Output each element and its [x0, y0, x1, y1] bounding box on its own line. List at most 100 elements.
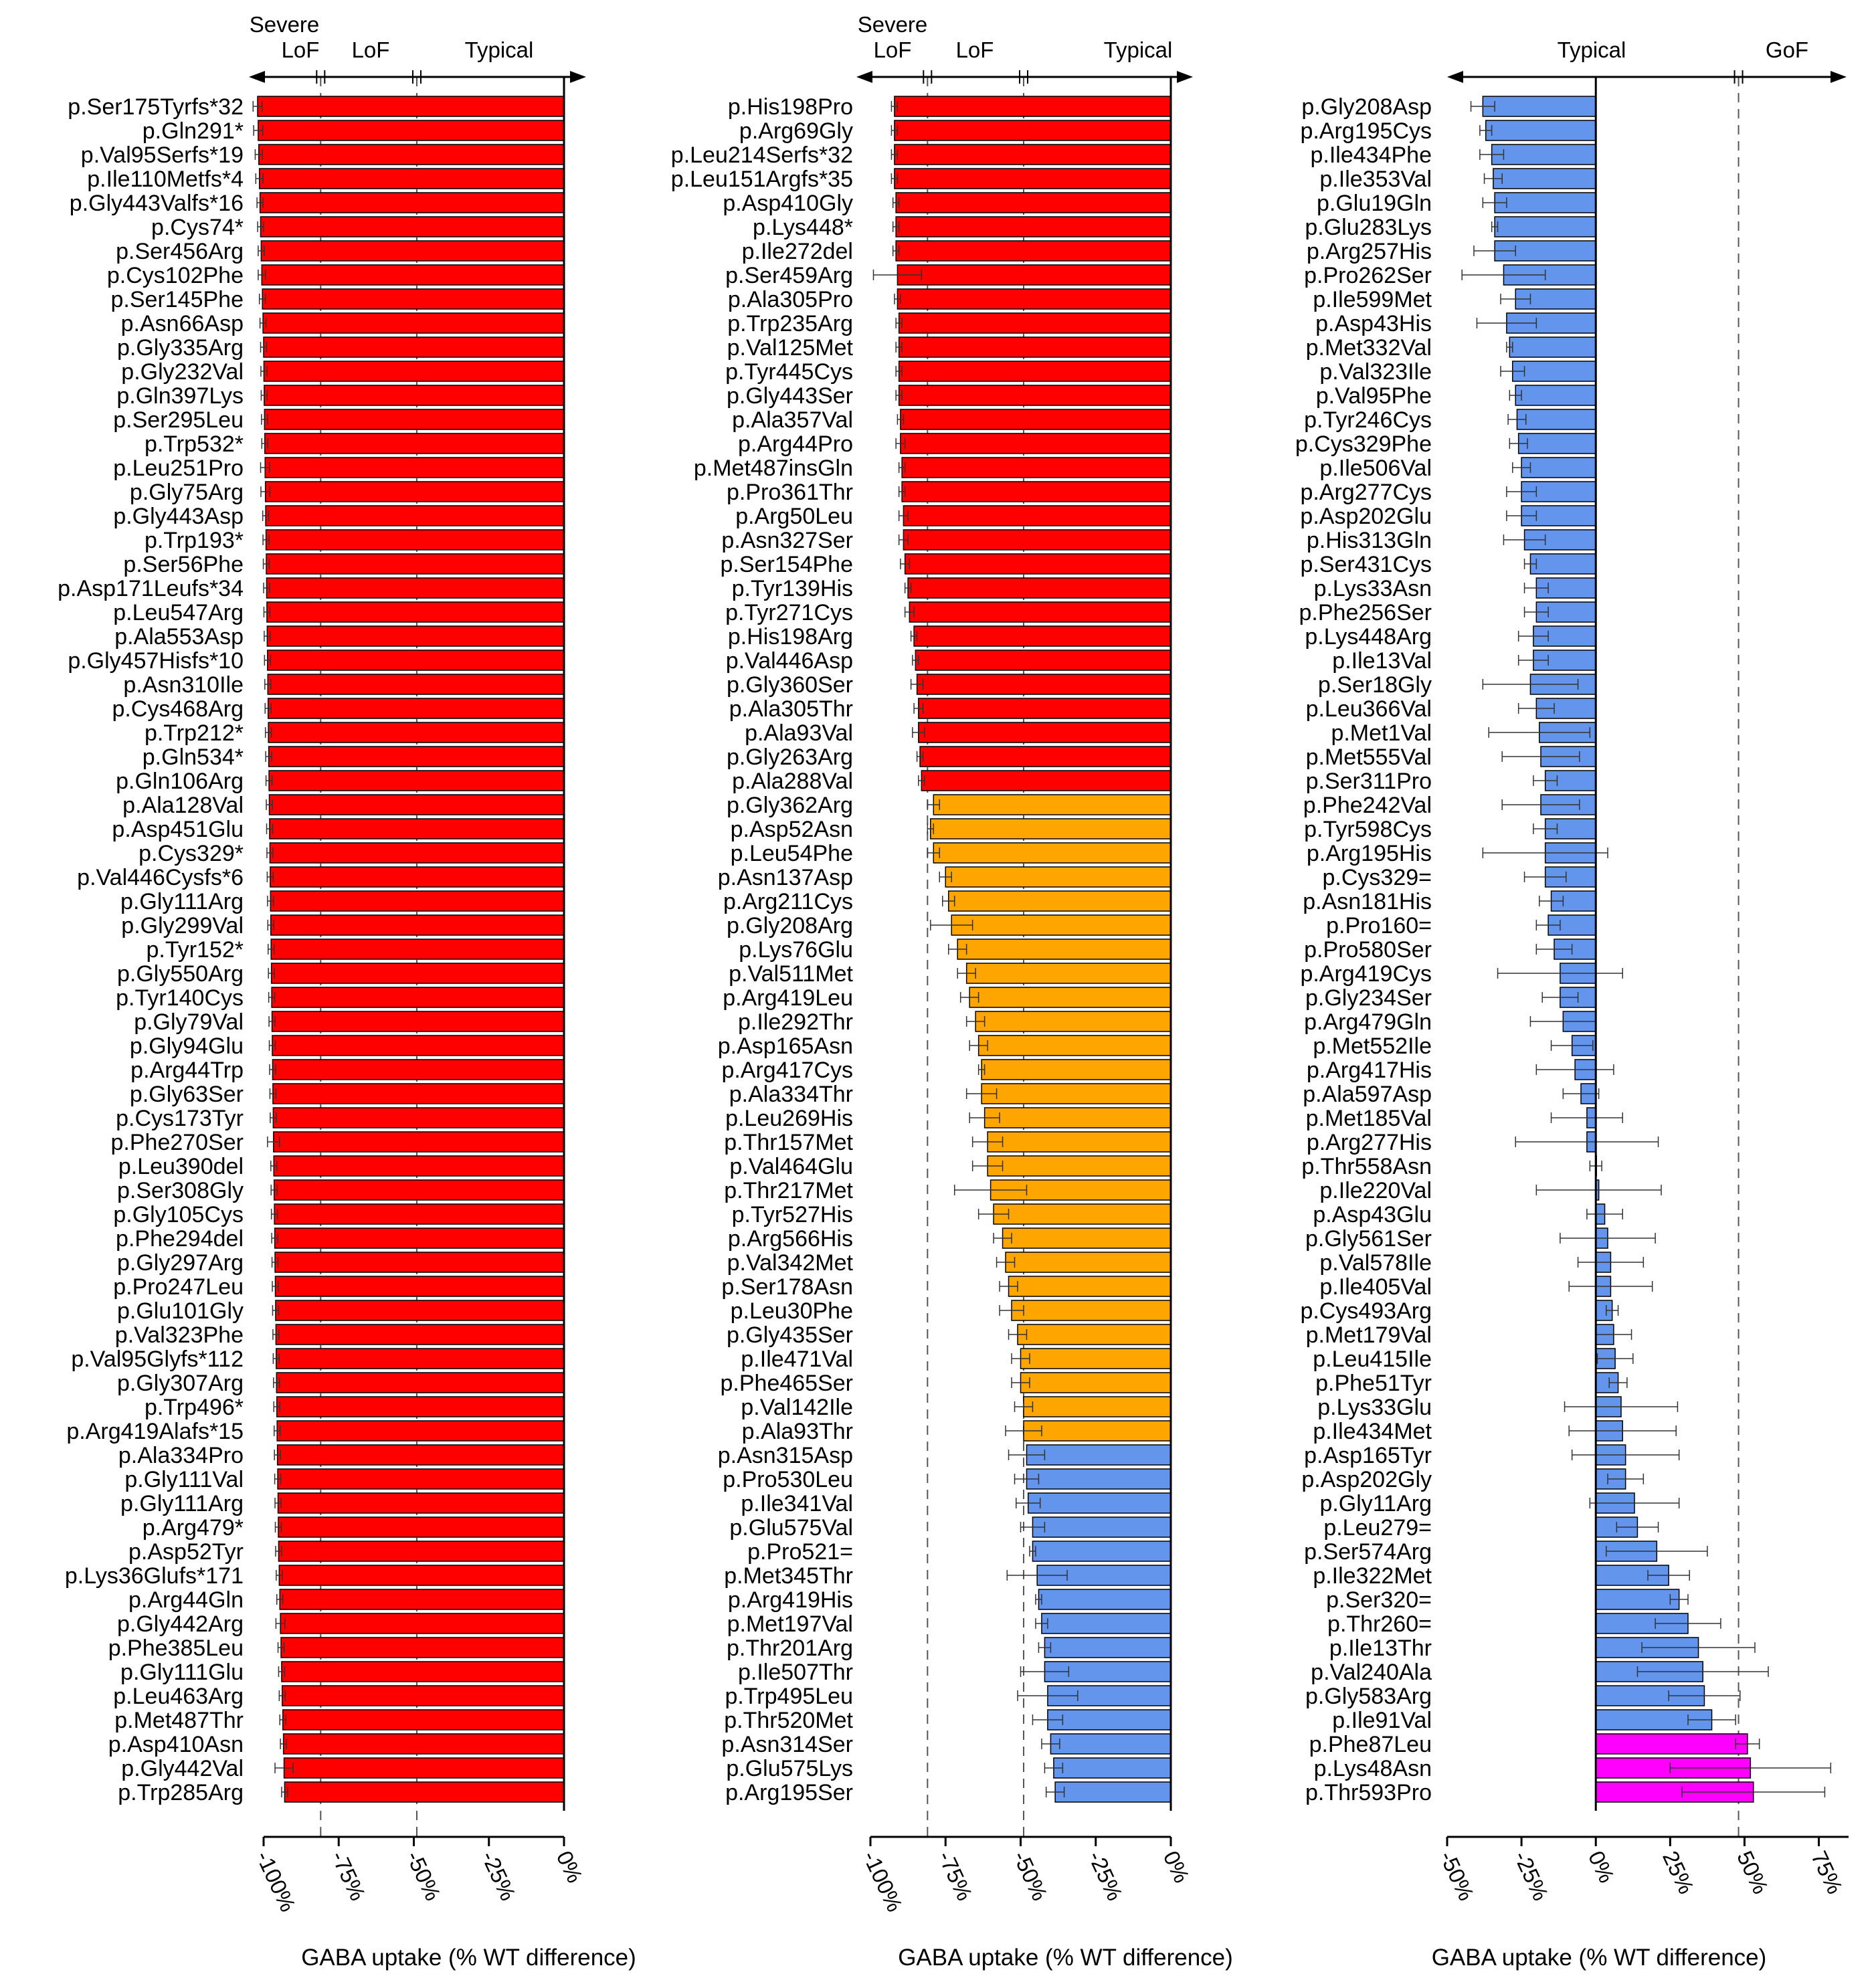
bar[interactable] — [273, 1155, 565, 1177]
bar[interactable] — [270, 963, 565, 984]
bar[interactable] — [901, 481, 1171, 502]
bar[interactable] — [276, 1420, 565, 1442]
bar[interactable] — [987, 1131, 1171, 1153]
bar[interactable] — [268, 722, 565, 743]
bar[interactable] — [1529, 553, 1596, 575]
bar[interactable] — [897, 264, 1171, 286]
bar[interactable] — [262, 288, 565, 310]
bar[interactable] — [272, 1035, 565, 1056]
bar[interactable] — [266, 577, 565, 599]
bar[interactable] — [263, 361, 565, 382]
bar[interactable] — [264, 457, 565, 478]
bar[interactable] — [903, 505, 1171, 526]
bar[interactable] — [1002, 1227, 1171, 1249]
bar[interactable] — [269, 842, 565, 864]
bar[interactable] — [1494, 216, 1596, 237]
bar[interactable] — [977, 1035, 1171, 1056]
bar[interactable] — [904, 553, 1171, 575]
bar[interactable] — [900, 433, 1171, 454]
bar[interactable] — [1516, 409, 1596, 430]
bar[interactable] — [1047, 1709, 1171, 1731]
bar[interactable] — [258, 168, 565, 189]
bar[interactable] — [894, 144, 1171, 165]
bar[interactable] — [263, 336, 565, 358]
bar[interactable] — [993, 1203, 1171, 1225]
bar[interactable] — [266, 625, 565, 647]
bar[interactable] — [274, 1252, 565, 1273]
bar[interactable] — [1008, 1276, 1171, 1297]
bar[interactable] — [957, 938, 1171, 960]
bar[interactable] — [981, 1083, 1171, 1104]
bar[interactable] — [1053, 1757, 1171, 1779]
bar[interactable] — [1026, 1444, 1171, 1466]
bar[interactable] — [894, 96, 1171, 117]
bar[interactable] — [897, 288, 1171, 310]
bar[interactable] — [1023, 1396, 1171, 1417]
bar[interactable] — [895, 240, 1171, 262]
bar[interactable] — [265, 505, 565, 526]
bar[interactable] — [981, 1059, 1171, 1080]
bar[interactable] — [267, 650, 565, 671]
bar[interactable] — [895, 216, 1171, 237]
bar[interactable] — [265, 529, 565, 551]
bar[interactable] — [1485, 120, 1596, 141]
bar[interactable] — [918, 698, 1171, 719]
bar[interactable] — [267, 698, 565, 719]
bar[interactable] — [276, 1444, 565, 1466]
bar[interactable] — [903, 529, 1171, 551]
bar[interactable] — [1491, 144, 1596, 165]
bar[interactable] — [279, 1589, 565, 1610]
bar[interactable] — [1032, 1541, 1171, 1562]
bar[interactable] — [918, 722, 1171, 743]
bar[interactable] — [945, 866, 1171, 888]
bar[interactable] — [277, 1468, 565, 1490]
bar[interactable] — [1493, 168, 1596, 189]
bar[interactable] — [894, 120, 1171, 141]
bar[interactable] — [951, 914, 1171, 936]
bar[interactable] — [278, 1565, 565, 1586]
bar[interactable] — [1020, 1372, 1171, 1393]
bar[interactable] — [983, 1107, 1171, 1128]
bar[interactable] — [1515, 385, 1596, 406]
bar[interactable] — [275, 1300, 565, 1321]
bar[interactable] — [275, 1324, 565, 1345]
bar[interactable] — [267, 674, 565, 695]
bar[interactable] — [901, 457, 1171, 478]
bar[interactable] — [1038, 1589, 1171, 1610]
bar[interactable] — [280, 1613, 565, 1634]
bar[interactable] — [933, 794, 1171, 815]
bar[interactable] — [915, 650, 1171, 671]
bar[interactable] — [273, 1131, 565, 1153]
bar[interactable] — [282, 1733, 565, 1755]
bar[interactable] — [898, 336, 1171, 358]
bar[interactable] — [271, 987, 565, 1008]
bar[interactable] — [969, 987, 1171, 1008]
bar[interactable] — [268, 746, 565, 767]
bar[interactable] — [272, 1083, 565, 1104]
bar[interactable] — [1005, 1252, 1171, 1273]
bar[interactable] — [1027, 1492, 1171, 1514]
bar[interactable] — [259, 192, 565, 213]
bar[interactable] — [268, 770, 565, 791]
bar[interactable] — [1512, 361, 1596, 382]
bar[interactable] — [965, 963, 1171, 984]
bar[interactable] — [270, 938, 565, 960]
bar[interactable] — [933, 842, 1171, 864]
bar[interactable] — [276, 1372, 565, 1393]
bar[interactable] — [264, 385, 565, 406]
bar[interactable] — [274, 1203, 565, 1225]
bar[interactable] — [278, 1516, 565, 1538]
bar[interactable] — [975, 1011, 1171, 1032]
bar[interactable] — [930, 818, 1171, 839]
bar[interactable] — [282, 1709, 565, 1731]
bar[interactable] — [1011, 1300, 1171, 1321]
bar[interactable] — [898, 385, 1171, 406]
bar[interactable] — [258, 120, 565, 141]
bar[interactable] — [895, 192, 1171, 213]
bar[interactable] — [276, 1396, 565, 1417]
bar[interactable] — [909, 601, 1171, 623]
bar[interactable] — [257, 96, 565, 117]
bar[interactable] — [258, 144, 565, 165]
bar[interactable] — [894, 168, 1171, 189]
bar[interactable] — [266, 601, 565, 623]
